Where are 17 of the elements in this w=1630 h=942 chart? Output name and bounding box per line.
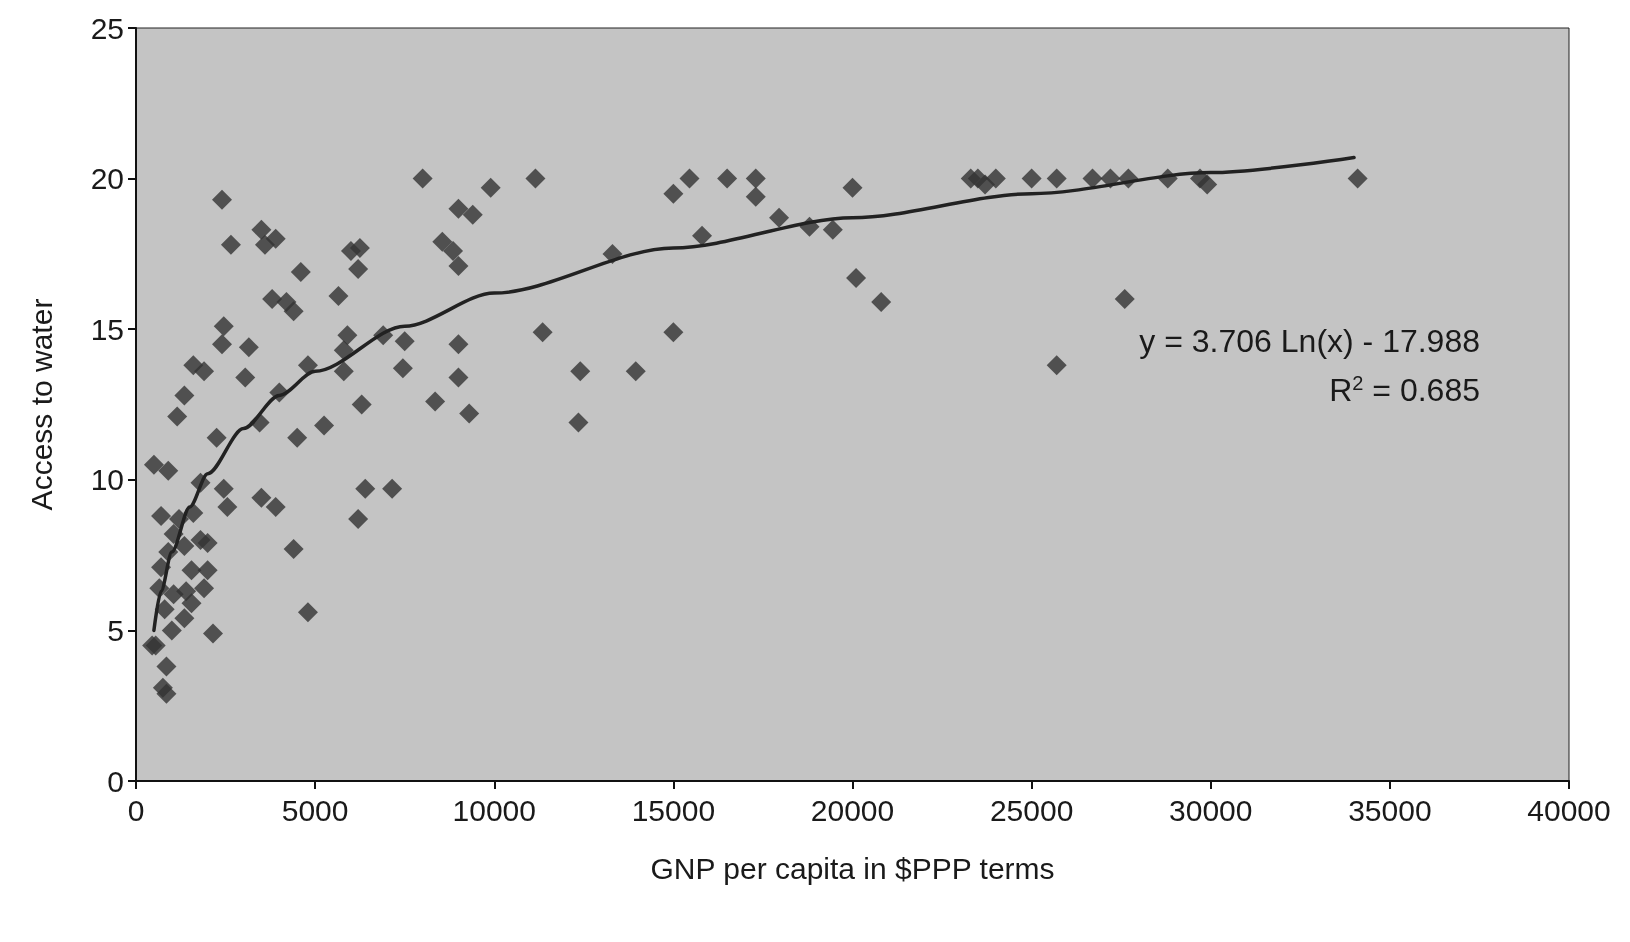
x-tick-label: 20000 (810, 793, 895, 827)
x-tick-label: 15000 (631, 793, 716, 827)
x-tick-label: 35000 (1348, 793, 1432, 827)
x-tick-label: 25000 (989, 793, 1074, 827)
x-axis-title: GNP per capita in $PPP terms (650, 851, 1055, 885)
y-axis-title: Access to water (24, 298, 58, 511)
x-tick-label: 10000 (452, 793, 536, 827)
y-tick-label: 10 (90, 463, 124, 497)
y-tick-label: 0 (107, 764, 124, 798)
y-tick-label: 15 (90, 312, 124, 346)
x-tick-label: 40000 (1527, 793, 1611, 827)
y-tick-label: 25 (90, 11, 124, 45)
y-tick-label: 20 (90, 162, 124, 196)
annotation: y = 3.706 Ln(x) - 17.988 (1139, 323, 1480, 359)
x-tick-label: 5000 (281, 793, 349, 827)
y-tick-label: 5 (107, 613, 124, 647)
x-tick-label: 30000 (1169, 793, 1253, 827)
